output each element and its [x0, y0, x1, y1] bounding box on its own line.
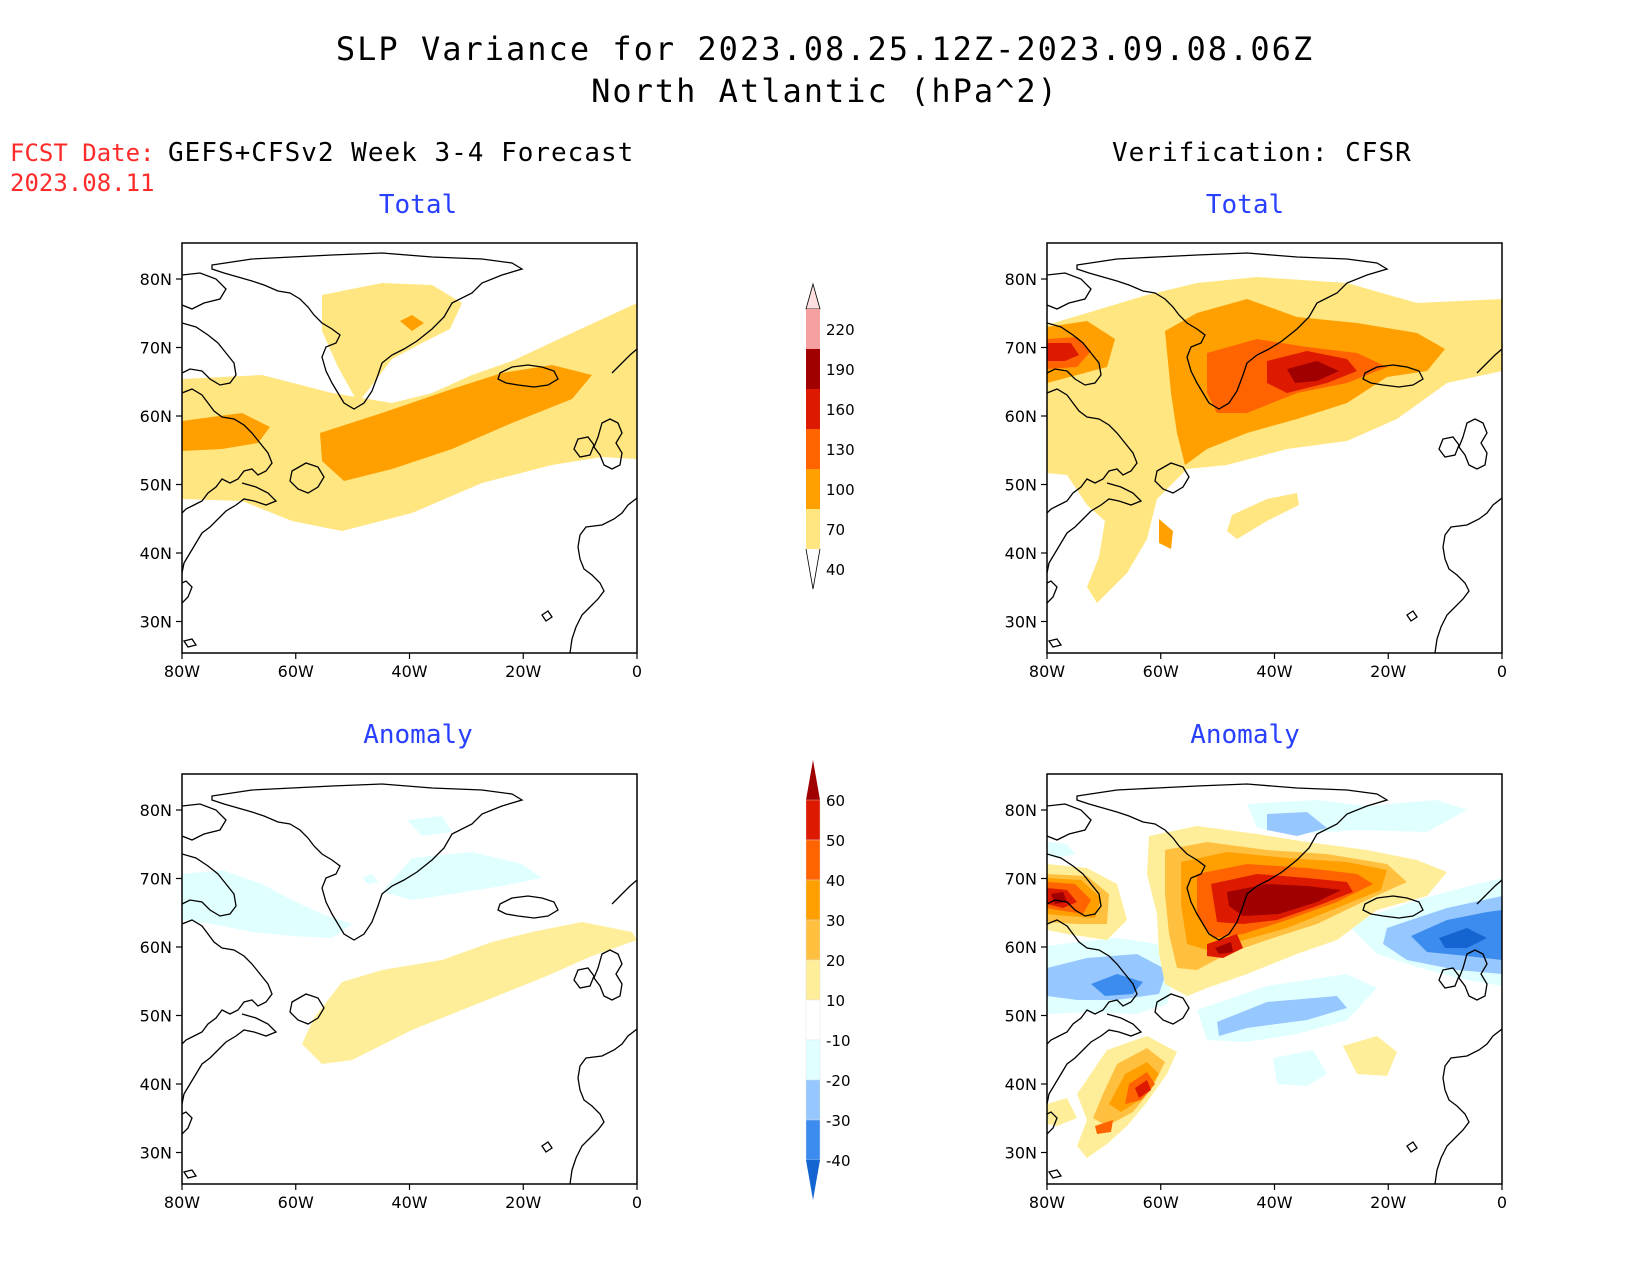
- colorbar-total-top-arrow: [805, 282, 821, 310]
- map-verification-total: [1047, 243, 1502, 653]
- lon-label: 40W: [391, 662, 427, 681]
- lon-label: 60W: [278, 662, 314, 681]
- colorbar-anomaly-label: 30: [826, 912, 845, 930]
- lat-label: 50N: [1005, 1007, 1037, 1026]
- lon-label: 0: [632, 662, 642, 681]
- colorbar-anomaly-swatch: [805, 839, 821, 881]
- subtitle-bottom-left: Anomaly: [363, 720, 473, 750]
- lat-label: 50N: [140, 1007, 172, 1026]
- lat-label: 40N: [140, 1075, 172, 1094]
- fcst-date: FCST Date: 2023.08.11: [10, 138, 155, 198]
- colorbar-anomaly-top-arrow: [806, 760, 820, 800]
- verification-header: Verification: CFSR: [1112, 138, 1412, 168]
- lat-label: 70N: [1005, 339, 1037, 358]
- lat-label: 80N: [140, 801, 172, 820]
- lon-label: 60W: [1143, 662, 1179, 681]
- colorbar-anomaly-label: -40: [826, 1152, 851, 1170]
- colorbar-total-bottom-arrow: [805, 548, 821, 590]
- map-forecast-total: [182, 243, 637, 653]
- subtitle-top-right: Total: [1205, 190, 1285, 220]
- lon-label: 20W: [505, 662, 541, 681]
- colorbar-anomaly-label: -20: [826, 1072, 851, 1090]
- lat-label: 60N: [140, 407, 172, 426]
- colorbar-anomaly-swatch: [805, 799, 821, 841]
- colorbar-total-swatch: [806, 349, 820, 389]
- lon-label: 80W: [1029, 662, 1065, 681]
- lat-label: 40N: [140, 544, 172, 563]
- colorbar-anomaly-swatch: [805, 1039, 821, 1081]
- subtitle-top-left: Total: [378, 190, 458, 220]
- colorbar-total-swatch: [806, 469, 820, 509]
- lon-label: 40W: [1256, 1193, 1292, 1212]
- lon-label: 20W: [1370, 1193, 1406, 1212]
- forecast-header: GEFS+CFSv2 Week 3-4 Forecast: [168, 138, 635, 168]
- lat-label: 60N: [140, 938, 172, 957]
- lat-label: 80N: [1005, 801, 1037, 820]
- colorbar-anomaly-label: 40: [826, 872, 845, 890]
- lat-label: 50N: [1005, 476, 1037, 495]
- lat-label: 30N: [140, 1144, 172, 1163]
- colorbar-total-label: 100: [826, 481, 855, 499]
- lat-label: 80N: [1005, 270, 1037, 289]
- lon-label: 40W: [1256, 662, 1292, 681]
- colorbar-anomaly-label: -30: [826, 1112, 851, 1130]
- main-title: SLP Variance for 2023.08.25.12Z-2023.09.…: [335, 30, 1315, 68]
- lat-label: 30N: [1005, 1144, 1037, 1163]
- colorbar-anomaly-label: 10: [826, 992, 845, 1010]
- colorbar-total-label: 160: [826, 401, 855, 419]
- colorbar-total-label: 220: [826, 321, 855, 339]
- colorbar-total-label: 190: [826, 361, 855, 379]
- lat-label: 50N: [140, 476, 172, 495]
- map-forecast-anomaly: [182, 774, 637, 1184]
- colorbar-anomaly-swatch: [805, 919, 821, 961]
- colorbar-anomaly-swatch: [805, 959, 821, 1001]
- colorbar-anomaly: 60 50 40 30 20 10 -10 -20 -30 -40: [805, 760, 851, 1200]
- fcst-date-value: 2023.08.11: [10, 169, 155, 197]
- colorbar-total-label: 70: [826, 521, 845, 539]
- colorbar-anomaly-bottom-arrow: [806, 1160, 820, 1200]
- lon-label: 80W: [164, 662, 200, 681]
- colorbar-anomaly-label: 50: [826, 832, 845, 850]
- lon-label: 60W: [278, 1193, 314, 1212]
- lat-label: 60N: [1005, 407, 1037, 426]
- map-verification-anomaly: [1047, 774, 1502, 1184]
- lat-label: 60N: [1005, 938, 1037, 957]
- map-axes: 80N 70N 60N 50N 40N 30N 80W 60W 40W 20W 0 80N 70N 60N…: [140, 270, 1507, 1212]
- lon-label: 80W: [164, 1193, 200, 1212]
- colorbar-total-label: 40: [826, 561, 845, 579]
- colorbar-total-swatch: [806, 429, 820, 469]
- lon-label: 60W: [1143, 1193, 1179, 1212]
- lon-label: 0: [1497, 662, 1507, 681]
- lat-label: 70N: [140, 870, 172, 889]
- colorbar-total-swatch: [806, 309, 820, 349]
- colorbar-anomaly-swatch: [805, 879, 821, 921]
- colorbar-anomaly-label: 20: [826, 952, 845, 970]
- lat-label: 30N: [140, 613, 172, 632]
- lon-label: 40W: [391, 1193, 427, 1212]
- lat-label: 30N: [1005, 613, 1037, 632]
- colorbar-anomaly-swatch: [805, 1079, 821, 1121]
- lon-label: 80W: [1029, 1193, 1065, 1212]
- colorbar-total-label: 130: [826, 441, 855, 459]
- colorbar-anomaly-label: 60: [826, 792, 845, 810]
- subtitle-bottom-right: Anomaly: [1190, 720, 1300, 750]
- colorbar-total-swatch: [806, 389, 820, 429]
- colorbar-anomaly-swatch: [805, 1119, 821, 1161]
- fcst-date-label: FCST Date:: [10, 139, 155, 167]
- lon-label: 0: [632, 1193, 642, 1212]
- lat-label: 70N: [140, 339, 172, 358]
- colorbar-anomaly-swatch: [805, 999, 821, 1041]
- colorbar-total-swatch: [806, 509, 820, 549]
- lon-label: 20W: [505, 1193, 541, 1212]
- lat-label: 40N: [1005, 1075, 1037, 1094]
- lon-label: 0: [1497, 1193, 1507, 1212]
- colorbar-anomaly-label: -10: [826, 1032, 851, 1050]
- lat-label: 70N: [1005, 870, 1037, 889]
- colorbar-total: 220 190 160 130 100 70 40: [805, 282, 855, 590]
- lat-label: 80N: [140, 270, 172, 289]
- lon-label: 20W: [1370, 662, 1406, 681]
- main-subtitle: North Atlantic (hPa^2): [591, 72, 1059, 110]
- lat-label: 40N: [1005, 544, 1037, 563]
